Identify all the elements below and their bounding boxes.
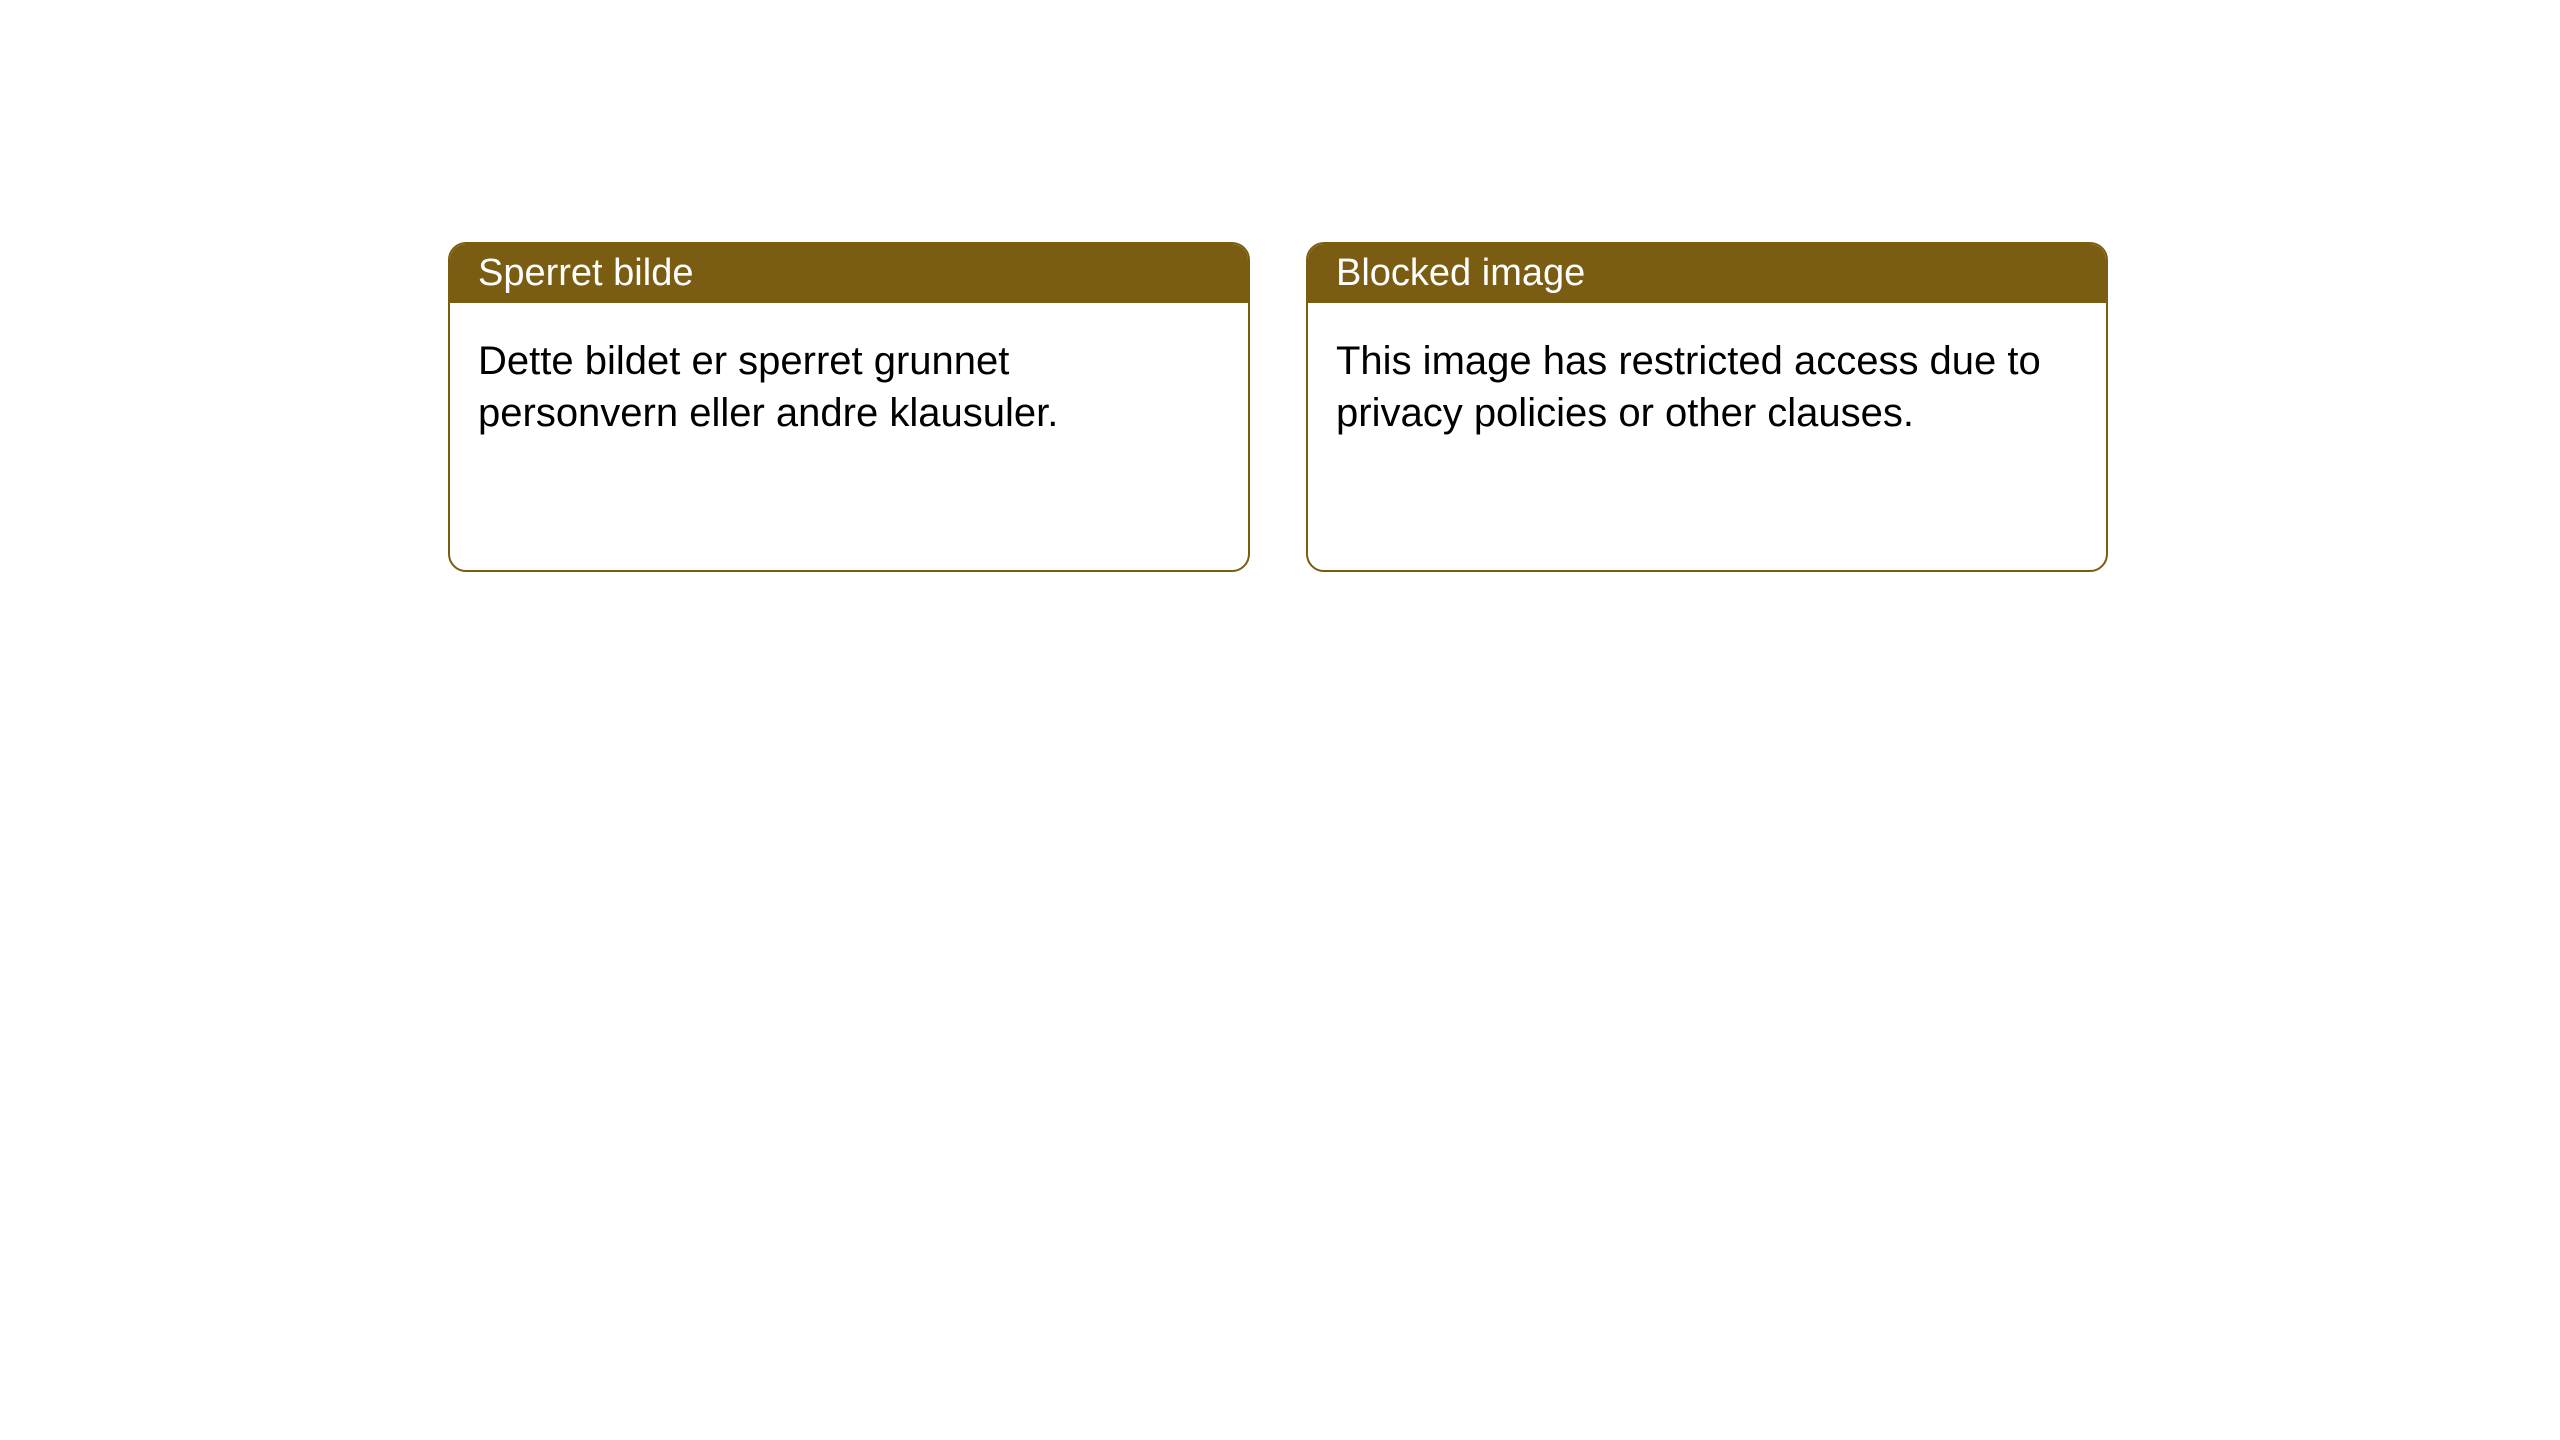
notice-card-header: Sperret bilde (450, 244, 1248, 303)
notice-card-english: Blocked image This image has restricted … (1306, 242, 2108, 572)
notice-title: Sperret bilde (478, 252, 693, 294)
notice-card-header: Blocked image (1308, 244, 2106, 303)
notice-card-body: Dette bildet er sperret grunnet personve… (450, 303, 1248, 471)
notice-container: Sperret bilde Dette bildet er sperret gr… (448, 242, 2108, 572)
notice-card-body: This image has restricted access due to … (1308, 303, 2106, 471)
notice-body-text: Dette bildet er sperret grunnet personve… (478, 339, 1058, 435)
notice-card-norwegian: Sperret bilde Dette bildet er sperret gr… (448, 242, 1250, 572)
notice-body-text: This image has restricted access due to … (1336, 339, 2041, 435)
notice-title: Blocked image (1336, 252, 1585, 294)
